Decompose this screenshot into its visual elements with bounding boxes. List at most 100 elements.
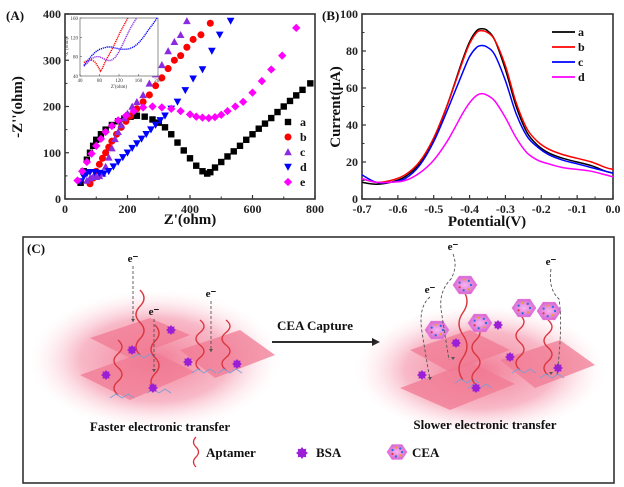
data-point	[114, 128, 122, 136]
legend-cea-label: CEA	[412, 445, 440, 460]
cea-icon	[386, 444, 408, 460]
data-point	[95, 160, 103, 168]
y-tick-label: 400	[43, 7, 61, 21]
bsa-molecule	[101, 370, 111, 380]
x-tick-label: 800	[306, 202, 324, 216]
data-point	[293, 92, 300, 99]
x-tick-label: -0.2	[532, 202, 551, 216]
inset-y-tick-label: 160	[71, 17, 79, 22]
bsa-molecule	[127, 345, 137, 355]
bsa-molecule	[232, 359, 242, 369]
legend-marker	[284, 148, 292, 156]
data-point	[158, 74, 166, 82]
x-tick-label: -0.5	[424, 202, 443, 216]
legend-label: a	[578, 25, 584, 39]
data-point	[133, 140, 141, 148]
data-point	[268, 114, 275, 122]
data-point	[164, 65, 172, 73]
data-point	[189, 75, 197, 83]
x-tick-label: -0.4	[460, 202, 479, 216]
data-point	[109, 163, 118, 171]
panel-a-inset-chart: 40 80 120 160 200 40 80 120 160 Z'(ohm) -Z''(ohm…	[65, 17, 162, 90]
data-point	[145, 91, 153, 99]
data-point	[121, 111, 131, 120]
data-point	[152, 82, 160, 90]
panel-b-lines	[361, 28, 614, 185]
data-point	[157, 103, 167, 112]
data-point	[236, 142, 244, 150]
inset-y-tick-label: 120	[71, 36, 79, 41]
data-point	[185, 110, 195, 119]
panel-b-y-ticks: 0 20 40 60 80 100	[340, 7, 366, 206]
data-point	[156, 117, 165, 125]
data-point	[176, 30, 185, 39]
data-point	[211, 164, 219, 171]
y-tick-label: 300	[43, 53, 61, 67]
cea-molecule	[511, 298, 537, 318]
data-point	[142, 131, 151, 139]
panel-a-x-axis-title: Z'(ohm)	[164, 212, 217, 228]
data-point	[161, 124, 169, 131]
electron-label: e⁻	[546, 256, 557, 268]
data-point	[138, 103, 148, 112]
inset-line	[83, 17, 158, 66]
bsa-molecule	[505, 352, 515, 362]
inset-series-b	[83, 17, 129, 73]
data-point	[133, 98, 141, 106]
data-point	[145, 79, 154, 87]
data-point	[170, 56, 178, 64]
data-point	[257, 76, 267, 86]
bsa-molecule	[471, 383, 481, 393]
data-point	[101, 127, 110, 137]
data-point	[204, 113, 213, 123]
data-point	[231, 102, 240, 111]
legend-label: d	[300, 160, 307, 174]
data-point	[73, 176, 82, 185]
inset-x-axis-title: Z'(ohm)	[111, 85, 128, 90]
legend-label: b	[578, 40, 585, 54]
electron-arrowhead-icon	[451, 357, 455, 360]
data-point	[206, 19, 214, 27]
data-point	[292, 23, 301, 33]
legend-item-e: e	[283, 175, 306, 189]
panel-c-scheme: (C) e⁻ e⁻ e⁻ CEA Capture e⁻ e⁻ e⁻ Faster ele…	[22, 236, 615, 484]
legend-item-a: a	[284, 115, 306, 129]
aptamer-strand	[471, 324, 481, 386]
inset-series-d	[83, 17, 158, 66]
linker-chain	[191, 368, 217, 374]
data-point	[108, 144, 116, 152]
right-graphene-substrate	[355, 305, 605, 435]
data-point	[82, 157, 92, 167]
bsa-molecule	[296, 447, 308, 459]
data-point	[299, 86, 306, 94]
data-point	[96, 134, 106, 144]
legend-label: c	[300, 145, 306, 159]
data-point	[113, 116, 123, 125]
data-point	[114, 158, 122, 166]
x-tick-label: -0.1	[568, 202, 587, 216]
data-point	[215, 31, 224, 39]
electron-label: e⁻	[448, 241, 459, 253]
panel-a-points	[73, 17, 314, 188]
linker-chain	[109, 393, 135, 399]
legend-aptamer-label: Aptamer	[206, 445, 256, 460]
aptamer-strand	[195, 319, 205, 371]
y-tick-label: 60	[346, 81, 358, 95]
data-point	[210, 112, 220, 122]
data-point	[111, 135, 119, 143]
aptamer-strand	[135, 289, 145, 356]
linker-chain	[539, 373, 565, 379]
x-tick-label: 0	[62, 202, 68, 216]
panel-b-y-axis-title: Current(μA)	[328, 66, 344, 148]
data-point	[238, 97, 248, 107]
data-point	[97, 131, 105, 138]
series-a	[77, 80, 314, 187]
electron-arrowhead-icon	[549, 372, 553, 375]
linker-chain	[511, 368, 537, 374]
cea-molecule	[536, 301, 562, 321]
panel-c-label: (C)	[27, 241, 45, 256]
bsa-molecule	[451, 338, 461, 348]
legend-item-b: b	[284, 130, 307, 144]
